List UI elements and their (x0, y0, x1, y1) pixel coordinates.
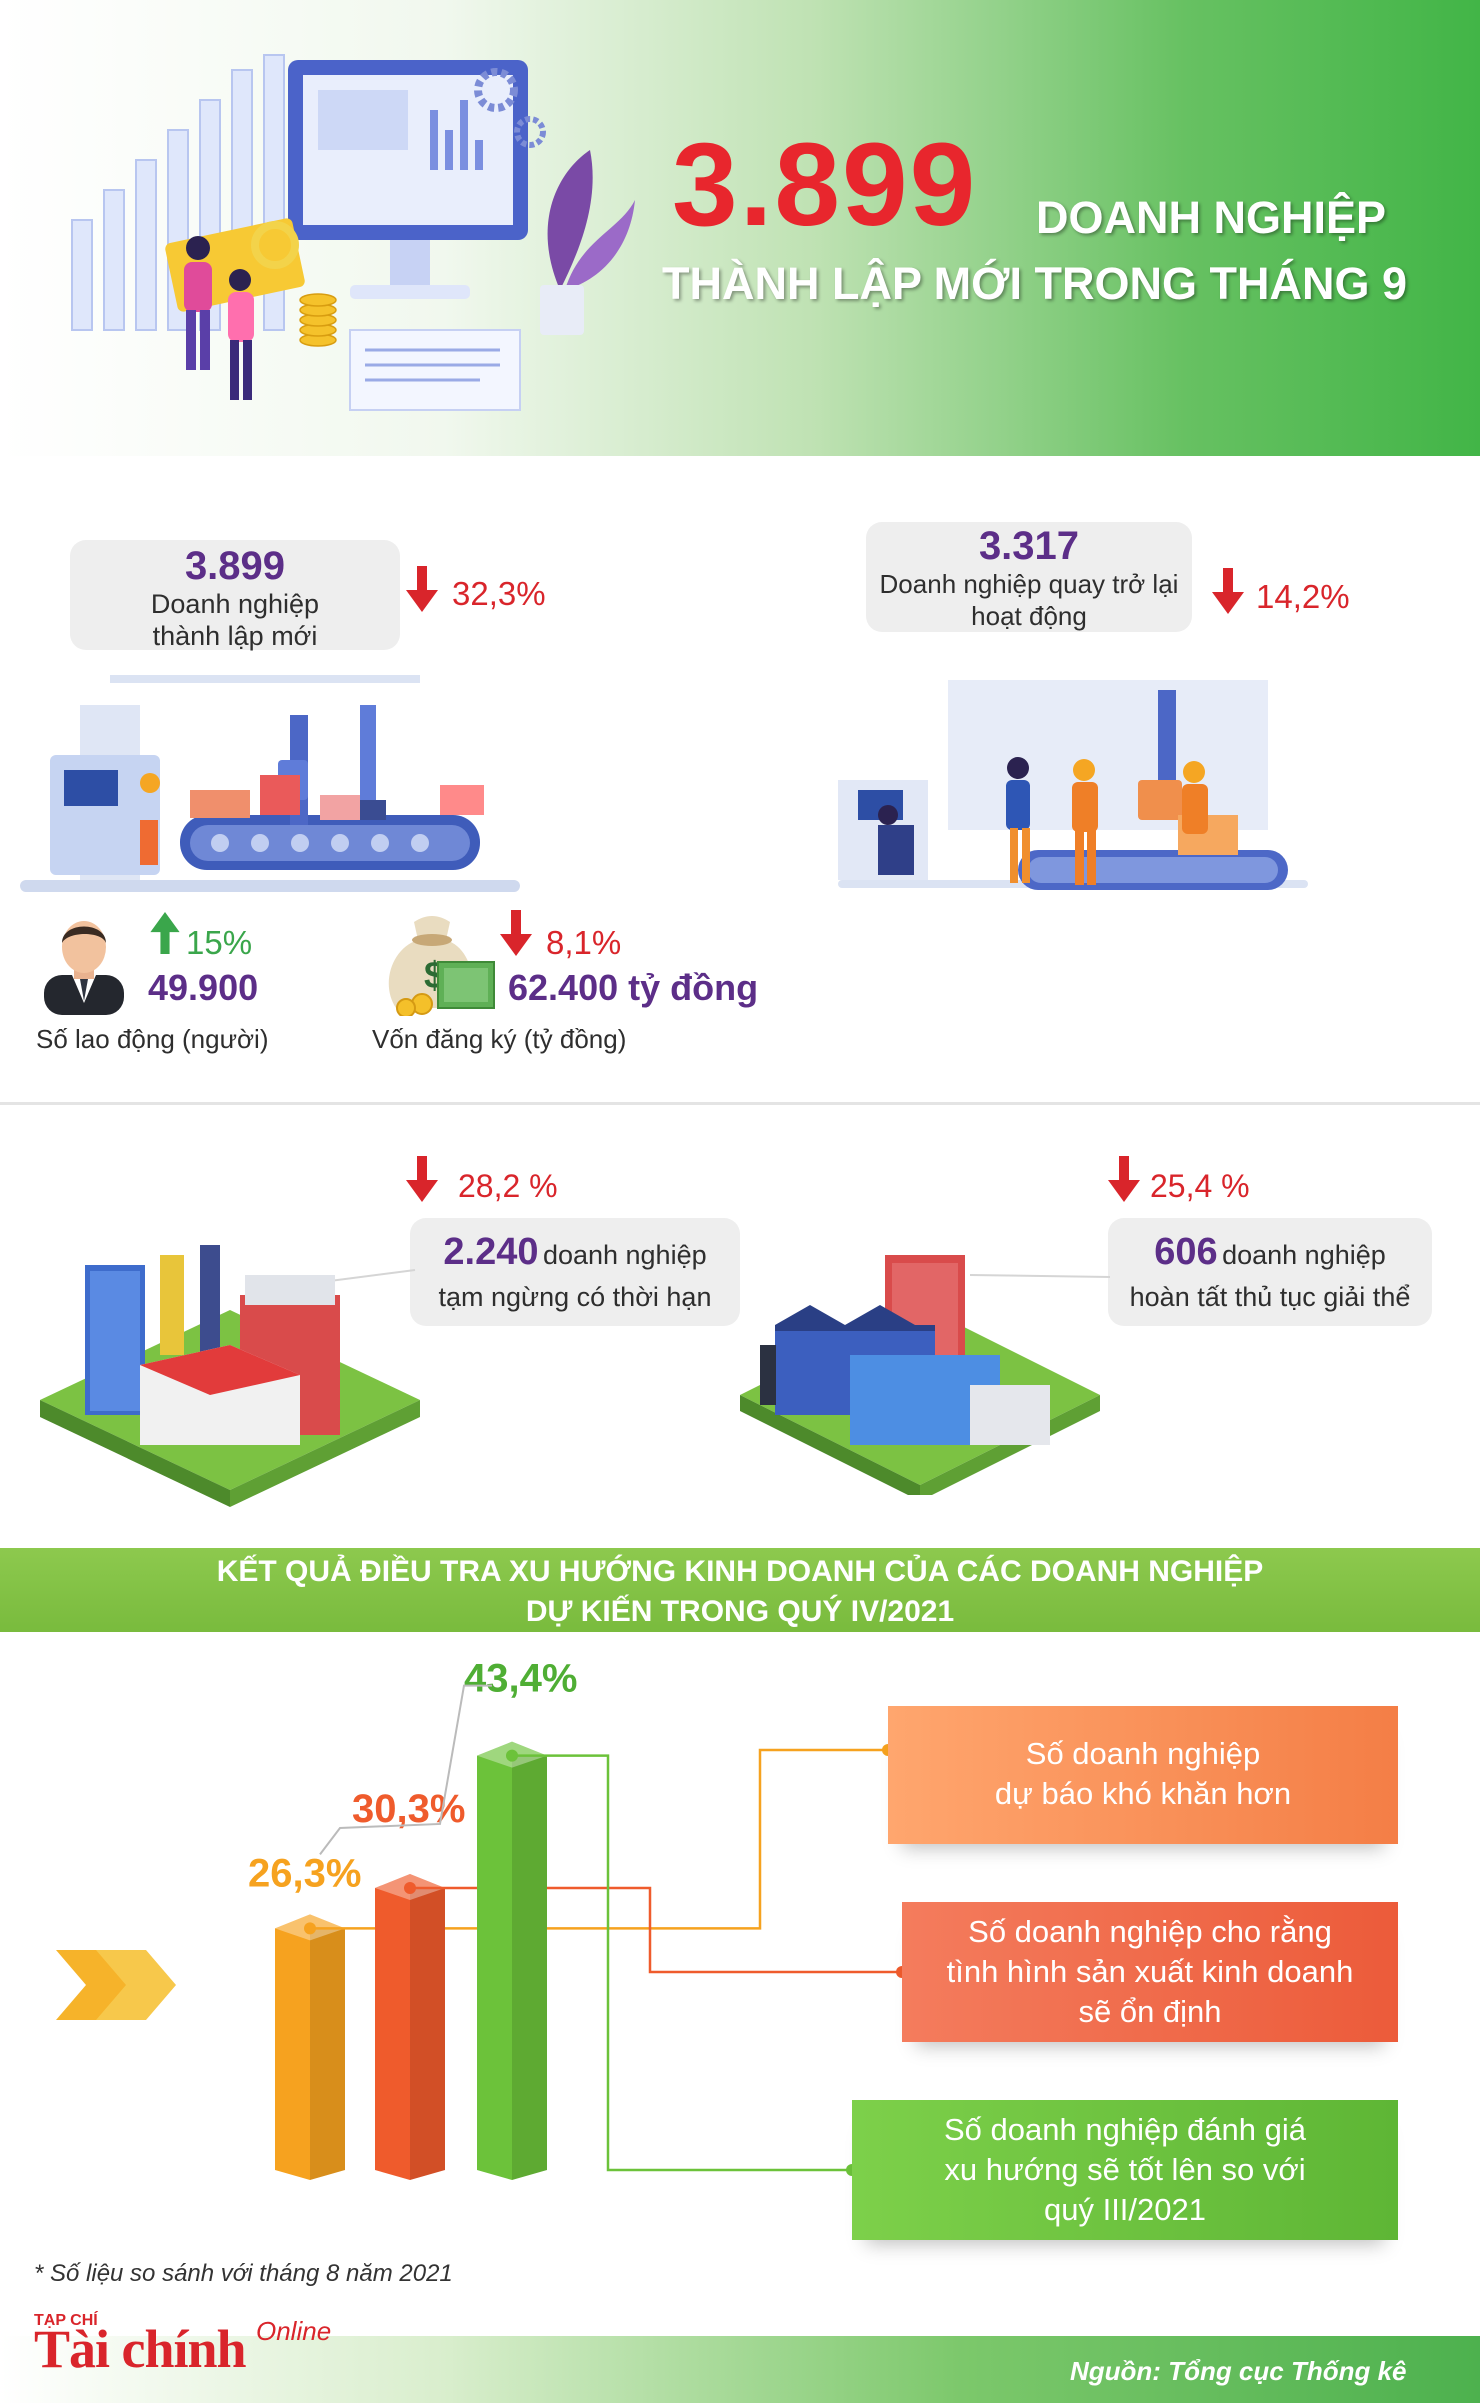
workers-factory-illustration (838, 680, 1308, 890)
bar-value-label: 43,4% (464, 1657, 577, 1701)
capital-label: Vốn đăng ký (tỷ đồng) (372, 1024, 627, 1054)
connector-dot (506, 1749, 518, 1762)
workers-change: 15% (186, 924, 253, 961)
dissolved-card: 606 doanh nghiệp hoàn tất thủ tục giải t… (1108, 1218, 1432, 1326)
worker-avatar-icon (44, 921, 124, 1015)
survey-box-better-line-3: quý III/2021 (1043, 2192, 1206, 2227)
survey-box-better-line-2: xu hướng sẽ tốt lên so với (944, 2152, 1306, 2187)
connector-dot (404, 1881, 416, 1894)
returning-businesses-card: 3.317 Doanh nghiệp quay trở lại hoạt độn… (866, 522, 1192, 632)
header-illustration (71, 54, 635, 411)
headline-suffix: DOANH NGHIỆP (1036, 192, 1387, 243)
suspended-label: tạm ngừng có thời hạn (438, 1282, 712, 1312)
arrow-down-icon (500, 910, 532, 956)
workers-value: 49.900 (148, 967, 259, 1008)
bar-harder (275, 1914, 345, 2180)
footer-bar (0, 2336, 1480, 2403)
suspended-change: 28,2 % (458, 1168, 558, 1204)
survey-box-harder-line-2: dự báo khó khăn hơn (994, 1776, 1292, 1811)
logo-small-text: TẠP CHÍ (34, 2312, 98, 2329)
capital-change: 8,1% (546, 924, 622, 961)
trend-line (319, 1684, 492, 1855)
survey-bar-chart: 26,3% 30,3% 43,4% (248, 1657, 908, 2180)
bar-value-label: 30,3% (352, 1787, 465, 1831)
new-businesses-label-2: thành lập mới (152, 621, 318, 651)
bar-stable (375, 1873, 445, 2180)
suspended-card: 2.240 doanh nghiệp tạm ngừng có thời hạn (410, 1218, 740, 1326)
city-buildings-illustration-2 (740, 1255, 1111, 1495)
connector-line (512, 1754, 852, 2172)
factory-conveyor-illustration (20, 675, 520, 892)
connector-dot (304, 1922, 316, 1935)
returning-businesses-label-1: Doanh nghiệp quay trở lại (879, 569, 1179, 599)
returning-businesses-change: 14,2% (1256, 578, 1350, 615)
survey-title-line-2: DỰ KIẾN TRONG QUÝ IV/2021 (525, 1595, 955, 1628)
new-businesses-value: 3.899 (184, 544, 286, 588)
city-buildings-illustration-1 (40, 1245, 420, 1507)
arrow-down-icon (1212, 568, 1244, 614)
source-text: Nguồn: Tổng cục Thống kê (1070, 2356, 1407, 2386)
suspended-value: 2.240 (443, 1231, 539, 1273)
survey-box-harder: Số doanh nghiệp dự báo khó khăn hơn (888, 1706, 1398, 1844)
dissolved-value: 606 (1154, 1231, 1218, 1273)
headline-subtitle: THÀNH LẬP MỚI TRONG THÁNG 9 (662, 258, 1408, 309)
dissolved-change: 25,4 % (1150, 1168, 1250, 1204)
arrow-up-icon (150, 912, 180, 954)
survey-box-stable-line-1: Số doanh nghiệp cho rằng (968, 1914, 1332, 1949)
returning-businesses-label-2: hoạt động (971, 601, 1087, 631)
dissolved-suffix: doanh nghiệp (1222, 1240, 1386, 1270)
headline-number: 3.899 (672, 119, 978, 251)
survey-box-stable-line-2: tình hình sản xuất kinh doanh (946, 1954, 1354, 1989)
workers-label: Số lao động (người) (36, 1024, 269, 1054)
suspended-suffix: doanh nghiệp (542, 1240, 707, 1270)
new-businesses-label-1: Doanh nghiệp (150, 589, 320, 619)
capital-value: 62.400 tỷ đồng (508, 967, 759, 1008)
header-banner: 3.899 DOANH NGHIỆP THÀNH LẬP MỚI TRONG T… (0, 0, 1480, 456)
arrow-down-icon (406, 1156, 438, 1202)
survey-box-stable: Số doanh nghiệp cho rằng tình hình sản x… (902, 1902, 1398, 2042)
survey-box-better-line-1: Số doanh nghiệp đánh giá (944, 2112, 1306, 2147)
logo-main-text: Tài chính (34, 2319, 247, 2379)
footnote: * Số liệu so sánh với tháng 8 năm 2021 (34, 2260, 453, 2287)
logo-online-text: Online (256, 2316, 332, 2346)
arrow-down-icon (1108, 1156, 1140, 1202)
forward-arrow-icon (56, 1950, 176, 2020)
new-businesses-card: 3.899 Doanh nghiệp thành lập mới (70, 540, 400, 651)
returning-businesses-value: 3.317 (978, 524, 1080, 568)
section-divider (0, 1102, 1480, 1105)
bar-better (477, 1741, 547, 2180)
survey-title-line-1: KẾT QUẢ ĐIỀU TRA XU HƯỚNG KINH DOANH CỦA… (216, 1555, 1264, 1588)
survey-box-stable-line-3: sẽ ổn định (1078, 1994, 1222, 2029)
survey-box-harder-line-1: Số doanh nghiệp (1025, 1736, 1261, 1771)
bar-value-label: 26,3% (248, 1851, 361, 1895)
survey-banner: KẾT QUẢ ĐIỀU TRA XU HƯỚNG KINH DOANH CỦA… (0, 1548, 1480, 1632)
survey-box-better: Số doanh nghiệp đánh giá xu hướng sẽ tốt… (852, 2100, 1398, 2240)
dissolved-label: hoàn tất thủ tục giải thể (1129, 1282, 1411, 1312)
money-bag-icon: $ (388, 916, 495, 1016)
arrow-down-icon (406, 566, 438, 612)
new-businesses-change: 32,3% (452, 575, 546, 612)
